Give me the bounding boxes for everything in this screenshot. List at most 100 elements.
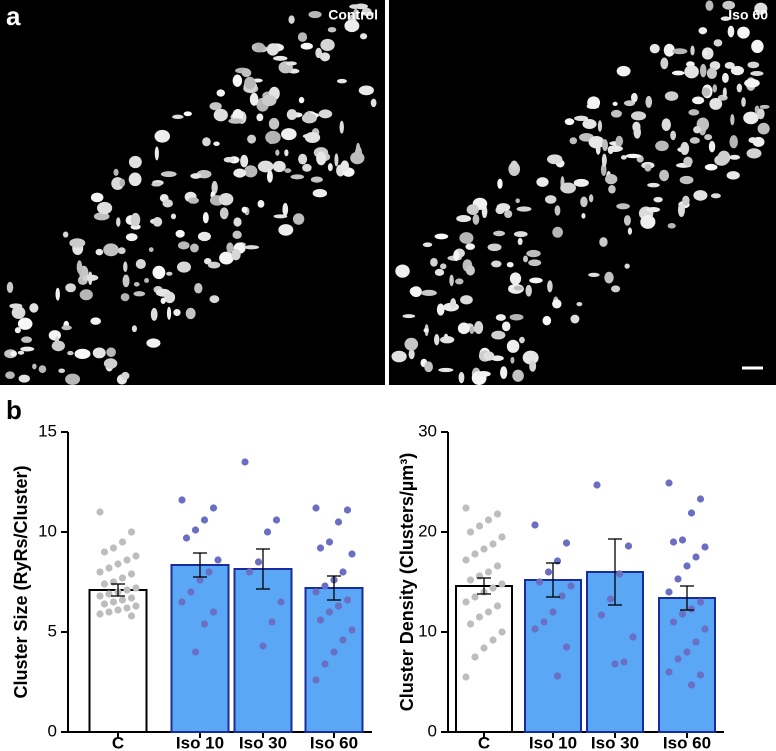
cluster-blob xyxy=(529,360,537,372)
data-point xyxy=(462,504,470,512)
data-point xyxy=(321,660,329,668)
cluster-blob xyxy=(65,283,76,293)
data-point xyxy=(109,544,118,552)
cluster-blob xyxy=(726,171,740,180)
cluster-blob xyxy=(310,176,323,183)
cluster-blob xyxy=(422,242,433,248)
cluster-blob xyxy=(177,241,190,250)
data-point xyxy=(471,653,479,661)
data-point xyxy=(334,602,343,610)
cluster-blob xyxy=(266,170,273,183)
cluster-blob xyxy=(350,151,365,165)
data-point xyxy=(209,504,218,512)
cluster-blob xyxy=(257,200,265,208)
data-point xyxy=(272,516,281,524)
cluster-blob xyxy=(359,33,368,40)
cluster-blob xyxy=(166,271,173,276)
cluster-blob xyxy=(610,109,622,118)
data-point xyxy=(241,458,249,466)
cluster-blob xyxy=(336,78,347,84)
cluster-blob xyxy=(233,217,242,227)
data-point xyxy=(696,598,705,606)
cluster-blob xyxy=(664,91,679,101)
cluster-blob xyxy=(655,140,669,152)
bar xyxy=(304,587,364,733)
cluster-blob xyxy=(358,85,374,96)
data-point xyxy=(466,528,475,536)
cluster-blob xyxy=(288,15,295,24)
cluster-blob xyxy=(574,115,589,122)
cluster-blob xyxy=(113,168,119,176)
cluster-blob xyxy=(547,280,553,293)
cluster-blob xyxy=(219,207,229,220)
cluster-blob xyxy=(604,271,614,284)
cluster-blob xyxy=(361,7,372,16)
cluster-blob xyxy=(560,182,576,194)
cluster-blob xyxy=(587,96,601,109)
cluster-blob xyxy=(395,264,410,278)
data-point xyxy=(330,648,338,656)
cluster-blob xyxy=(457,322,471,335)
data-point xyxy=(114,606,122,614)
data-point xyxy=(339,568,347,576)
cluster-blob xyxy=(588,135,605,149)
data-point xyxy=(316,616,325,624)
cluster-blob xyxy=(710,193,721,199)
cluster-blob xyxy=(750,70,764,77)
data-point xyxy=(321,582,329,590)
cluster-blob xyxy=(627,227,633,235)
cluster-blob xyxy=(281,128,297,141)
data-point xyxy=(312,588,320,596)
cluster-blob xyxy=(55,287,60,301)
data-point xyxy=(114,560,122,568)
data-point xyxy=(498,533,506,541)
cluster-blob xyxy=(76,260,83,274)
data-point xyxy=(96,568,104,576)
x-tick-label: C xyxy=(112,733,124,751)
cluster-blob xyxy=(523,255,528,263)
data-point xyxy=(620,658,628,666)
cluster-blob xyxy=(699,63,707,78)
cluster-blob xyxy=(465,243,475,250)
cluster-blob xyxy=(519,336,525,344)
cluster-blob xyxy=(500,366,508,380)
data-point xyxy=(462,673,470,681)
cluster-blob xyxy=(90,192,104,203)
cluster-blob xyxy=(434,233,449,240)
cluster-blob xyxy=(704,134,713,141)
cluster-blob xyxy=(693,126,702,134)
cluster-blob xyxy=(611,285,621,293)
cluster-blob xyxy=(630,111,647,121)
cluster-blob xyxy=(240,154,249,168)
cluster-blob xyxy=(597,120,603,132)
data-point xyxy=(606,595,615,603)
data-point xyxy=(178,598,186,606)
cluster-blob xyxy=(190,243,199,253)
cluster-blob xyxy=(620,155,627,160)
cluster-blob xyxy=(65,373,81,385)
cluster-blob xyxy=(162,199,173,208)
cluster-blob xyxy=(670,130,677,141)
x-tick-label: Iso 60 xyxy=(310,733,358,751)
cluster-blob xyxy=(703,50,708,56)
cluster-blob xyxy=(298,153,308,165)
cluster-blob xyxy=(339,120,344,134)
data-point xyxy=(105,590,113,598)
cluster-blob xyxy=(693,190,708,201)
data-point xyxy=(471,550,479,558)
cluster-blob xyxy=(209,102,222,111)
data-point xyxy=(200,516,209,524)
cluster-blob xyxy=(103,243,119,257)
data-point xyxy=(466,576,475,584)
cluster-blob xyxy=(11,306,26,319)
cluster-blob xyxy=(226,242,234,253)
cluster-blob xyxy=(17,317,33,330)
data-point xyxy=(245,568,254,576)
cluster-blob xyxy=(58,368,66,374)
cluster-blob xyxy=(667,223,676,229)
data-point xyxy=(123,556,131,564)
cluster-blob xyxy=(349,4,361,9)
cluster-blob xyxy=(466,204,479,216)
cluster-blob xyxy=(576,301,583,307)
data-point xyxy=(196,576,204,584)
